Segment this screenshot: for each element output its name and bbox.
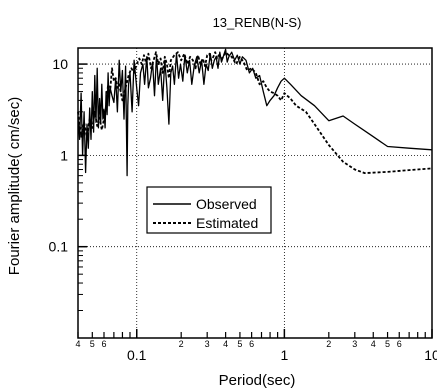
legend-estimated-label: Estimated [196,215,258,231]
y-axis-label: Fourier amplitude( cm/sec) [6,97,23,275]
x-axis-label: Period(sec) [219,372,296,389]
plot-frame [77,47,433,339]
x-minor-tick-label: 5 [237,339,242,349]
axis-ticks [77,63,433,338]
x-minor-tick-label: 6 [397,339,402,349]
y-major-tick-label: 10 [52,56,68,72]
chart-title: 13_RENB(N-S) [213,15,302,30]
legend: Observed Estimated [146,186,272,234]
x-minor-tick-label: 2 [326,339,331,349]
x-minor-tick-label: 6 [101,339,106,349]
series-observed-line [77,48,433,177]
legend-box [146,186,272,234]
y-major-tick-label: 1 [60,147,68,163]
x-minor-tick-label: 5 [90,339,95,349]
x-minor-tick-label: 2 [179,339,184,349]
x-minor-tick-label: 4 [75,339,80,349]
x-minor-tick-label: 3 [352,339,357,349]
grid-lines [78,48,432,338]
x-minor-tick-label: 3 [205,339,210,349]
legend-observed-label: Observed [196,196,257,212]
x-minor-tick-label: 5 [385,339,390,349]
x-major-tick-label: 0.1 [127,347,147,363]
x-major-tick-label: 1 [280,347,288,363]
y-major-tick-label: 0.1 [49,239,69,255]
x-major-tick-label: 10 [424,347,437,363]
x-minor-tick-label: 4 [223,339,228,349]
series-estimated-line [77,51,433,175]
x-minor-tick-label: 6 [249,339,254,349]
x-minor-tick-label: 4 [371,339,376,349]
series-layer [77,48,433,177]
